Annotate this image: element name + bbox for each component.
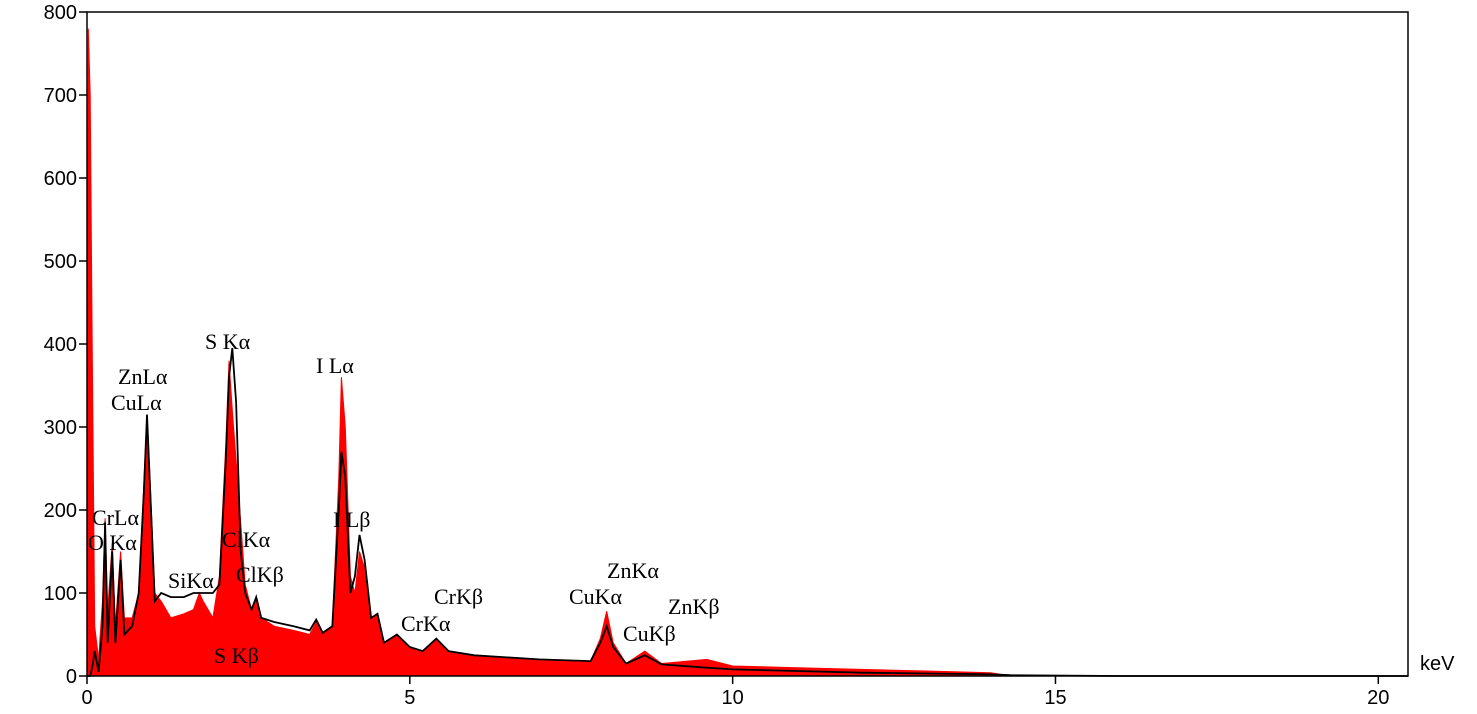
y-tick-label: 100 <box>44 583 77 605</box>
peak-label: ZnKα <box>607 558 659 583</box>
y-tick-label: 500 <box>44 251 77 273</box>
x-axis-label: keV <box>1420 653 1455 675</box>
peak-label: ClKβ <box>236 562 284 587</box>
peak-label: I Lβ <box>333 507 370 532</box>
peak-label: ZnKβ <box>668 594 720 619</box>
x-tick-label: 20 <box>1367 687 1389 709</box>
y-tick-label: 0 <box>66 666 77 688</box>
x-tick-label: 0 <box>81 687 92 709</box>
x-tick-label: 10 <box>722 687 744 709</box>
fit-line <box>87 347 1408 677</box>
peak-label: CrLα <box>92 505 139 530</box>
peak-label: S Kβ <box>214 643 259 668</box>
peak-label: CrKα <box>401 611 451 636</box>
y-tick-label: 800 <box>44 2 77 24</box>
peak-label: O Kα <box>88 530 137 555</box>
y-tick-label: 400 <box>44 334 77 356</box>
y-tick-label: 700 <box>44 85 77 107</box>
peak-label: ZnLα <box>118 364 168 389</box>
peak-label: CuKα <box>569 584 623 609</box>
plot-layer <box>86 28 1408 677</box>
peak-label: CuKβ <box>623 621 676 646</box>
peak-label: S Kα <box>205 329 251 354</box>
y-tick-label: 300 <box>44 417 77 439</box>
peak-label: CrKβ <box>434 584 483 609</box>
peak-label: I Lα <box>316 353 354 378</box>
spectrum-area <box>86 28 1408 677</box>
y-tick-label: 200 <box>44 500 77 522</box>
y-tick-label: 600 <box>44 168 77 190</box>
x-tick-label: 15 <box>1044 687 1066 709</box>
peak-label: ClKα <box>222 527 271 552</box>
peak-label: CuLα <box>111 390 162 415</box>
plot-frame <box>86 11 1409 677</box>
peak-label: SiKα <box>168 568 214 593</box>
x-tick-label: 5 <box>404 687 415 709</box>
